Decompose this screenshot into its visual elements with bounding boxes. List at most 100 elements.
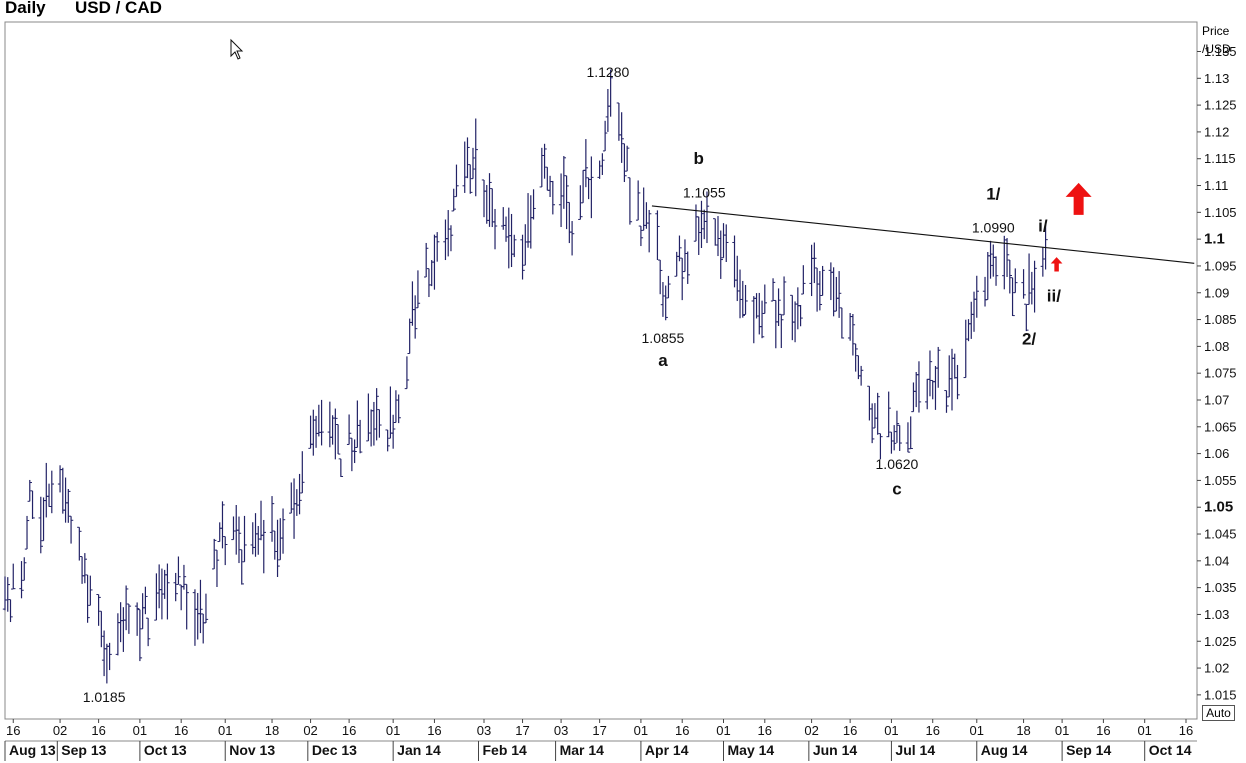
date-tick-label: 01 bbox=[218, 723, 232, 738]
ohlc-bar bbox=[1040, 247, 1046, 277]
ohlc-bar bbox=[203, 593, 209, 624]
date-tick-label: 01 bbox=[1137, 723, 1151, 738]
ohlc-bar bbox=[773, 299, 779, 349]
ohlc-bar bbox=[820, 265, 825, 296]
ohlc-bar bbox=[118, 602, 123, 643]
ohlc-bar bbox=[721, 223, 726, 259]
ohlc-bar bbox=[853, 343, 858, 372]
month-label: Dec 13 bbox=[312, 742, 357, 758]
ohlc-bar bbox=[792, 301, 798, 343]
ohlc-bar bbox=[850, 313, 856, 356]
ohlc-bar bbox=[49, 470, 54, 514]
ohlc-bar bbox=[242, 515, 247, 563]
month-label: Oct 14 bbox=[1149, 742, 1192, 758]
ohlc-bar bbox=[993, 256, 999, 286]
ohlc-bar bbox=[660, 282, 666, 317]
ohlc-bar bbox=[470, 147, 476, 180]
ohlc-bar bbox=[509, 213, 514, 268]
ohlc-bar bbox=[908, 416, 913, 450]
ohlc-bar bbox=[1004, 238, 1010, 277]
ohlc-bar bbox=[790, 294, 795, 341]
ohlc-bar bbox=[269, 496, 275, 542]
date-tick-label: 02 bbox=[804, 723, 818, 738]
auto-scale-button[interactable]: Auto bbox=[1202, 705, 1235, 721]
ohlc-bar bbox=[561, 156, 567, 209]
date-tick-label: 01 bbox=[970, 723, 984, 738]
ohlc-bar bbox=[407, 318, 412, 355]
ohlc-bar bbox=[680, 257, 685, 301]
ohlc-bar bbox=[368, 409, 374, 447]
ohlc-bar bbox=[597, 160, 602, 179]
ohlc-bar bbox=[316, 404, 322, 437]
ohlc-bar bbox=[624, 145, 630, 172]
ohlc-bar bbox=[214, 549, 220, 588]
ohlc-bar bbox=[487, 173, 492, 227]
date-tick-label: 16 bbox=[758, 723, 772, 738]
ohlc-bar bbox=[558, 173, 564, 228]
ohlc-bar bbox=[674, 251, 679, 277]
wave-count-label: i/ bbox=[1038, 217, 1048, 236]
ohlc-bar bbox=[622, 143, 627, 183]
ohlc-bar bbox=[677, 235, 682, 262]
ohlc-bar bbox=[178, 584, 184, 611]
price-tick-label: 1.045 bbox=[1204, 527, 1237, 542]
ohlc-bar bbox=[930, 379, 935, 400]
chart-frame bbox=[4, 21, 1198, 742]
ohlc-bar bbox=[297, 473, 302, 515]
ohlc-bar bbox=[589, 156, 594, 219]
ohlc-bar bbox=[520, 234, 525, 280]
ohlc-bar bbox=[740, 280, 745, 318]
ohlc-bar bbox=[492, 208, 498, 250]
ohlc-bar bbox=[429, 260, 434, 287]
date-tick-label: 16 bbox=[1096, 723, 1110, 738]
ohlc-bar bbox=[396, 394, 401, 424]
ohlc-bar bbox=[735, 255, 740, 302]
ohlc-bar bbox=[357, 419, 363, 454]
price-tick-label: 1.09 bbox=[1204, 285, 1229, 300]
ohlc-bar bbox=[646, 209, 652, 253]
ohlc-bar bbox=[966, 319, 971, 342]
date-tick-label: 16 bbox=[174, 723, 188, 738]
ohlc-bar bbox=[137, 609, 143, 662]
ohlc-bar bbox=[390, 414, 396, 449]
ohlc-bar bbox=[19, 561, 24, 599]
ohlc-bar bbox=[916, 361, 922, 413]
price-tick-label: 1.1 bbox=[1204, 231, 1225, 248]
price-tick-label: 1.08 bbox=[1204, 339, 1229, 354]
ohlc-bar bbox=[867, 385, 872, 421]
ohlc-bar bbox=[371, 401, 377, 446]
ohlc-bar bbox=[134, 602, 140, 636]
ohlc-bar bbox=[27, 479, 32, 502]
ohlc-bar bbox=[847, 313, 853, 341]
ohlc-bar bbox=[666, 275, 671, 299]
ohlc-bar bbox=[38, 496, 43, 554]
ohlc-bar bbox=[198, 579, 203, 634]
price-tick-label: 1.06 bbox=[1204, 446, 1229, 461]
ohlc-bar bbox=[759, 300, 765, 339]
price-tick-label: 1.055 bbox=[1204, 473, 1237, 488]
price-tick-label: 1.02 bbox=[1204, 661, 1229, 676]
date-tick-label: 16 bbox=[675, 723, 689, 738]
ohlc-bar bbox=[762, 284, 767, 314]
ohlc-bar bbox=[258, 500, 264, 541]
ohlc-bar bbox=[374, 388, 379, 441]
month-label: Apr 14 bbox=[645, 742, 689, 758]
date-tick-label: 02 bbox=[303, 723, 317, 738]
ohlc-bar bbox=[250, 522, 255, 555]
ohlc-bar bbox=[85, 574, 90, 623]
ohlc-bar bbox=[1021, 269, 1026, 299]
ohlc-bar bbox=[275, 519, 280, 577]
ohlc-bar bbox=[490, 188, 495, 228]
ohlc-bar bbox=[724, 224, 729, 262]
up-arrow-large-icon bbox=[1065, 182, 1092, 215]
date-tick-label: 01 bbox=[634, 723, 648, 738]
ohlc-bar bbox=[256, 525, 261, 555]
ohlc-bar bbox=[1024, 303, 1029, 332]
ohlc-bar bbox=[955, 364, 960, 400]
ohlc-bar bbox=[704, 191, 710, 244]
ohlc-bar bbox=[718, 230, 723, 279]
ohlc-bar bbox=[212, 538, 217, 570]
ohlc-bar bbox=[184, 583, 189, 630]
chart-timeframe: Daily bbox=[5, 0, 46, 17]
